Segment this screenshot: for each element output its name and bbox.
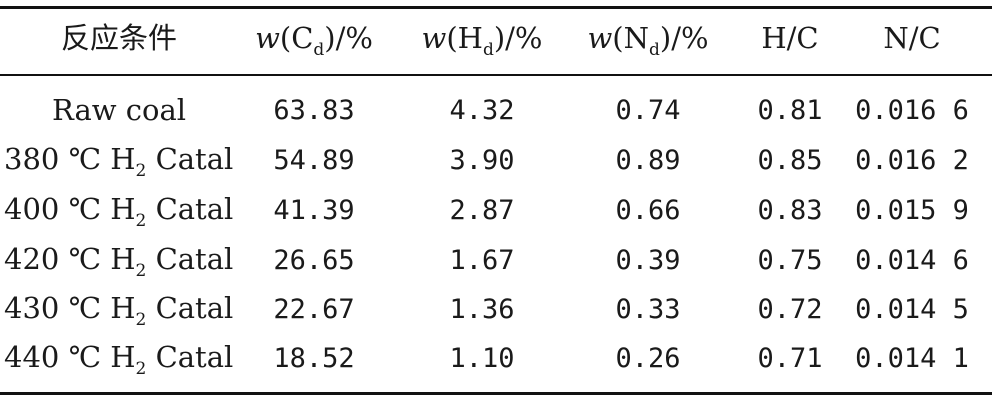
cell-nitrogen: 0.74 xyxy=(615,95,681,126)
row-label-tail: Catal xyxy=(146,142,234,176)
row-label-tail: Catal xyxy=(146,192,234,226)
header-nitrogen-sub: d xyxy=(649,40,660,60)
cell-hc: 0.72 xyxy=(757,294,823,325)
cell-hc: 0.75 xyxy=(757,245,823,276)
header-hydrogen-sub: d xyxy=(482,40,494,60)
header-hydrogen-open: (H xyxy=(446,21,483,55)
row-label-main: 440 ℃ H xyxy=(4,340,136,374)
cell-hc: 0.71 xyxy=(757,343,823,374)
header-carbon-open: (C xyxy=(279,21,314,55)
cell-carbon: 54.89 xyxy=(273,145,355,176)
cell-hc: 0.85 xyxy=(757,145,823,176)
row-label-tail: Catal xyxy=(146,242,234,276)
header-hc: H/C xyxy=(761,21,819,55)
header-carbon-sub: d xyxy=(313,40,325,60)
row-label: Raw coal xyxy=(51,93,187,127)
row-label-main: 420 ℃ H xyxy=(4,242,136,276)
cell-nc: 0.015 9 xyxy=(855,195,969,226)
cell-nc: 0.016 6 xyxy=(855,95,969,126)
row-label: 430 ℃ H2 Catal xyxy=(4,294,233,329)
row-label-tail: Catal xyxy=(146,340,234,374)
cell-nitrogen: 0.33 xyxy=(615,294,681,325)
header-carbon: w(Cd)/% xyxy=(255,24,373,59)
cell-hc: 0.83 xyxy=(757,195,823,226)
header-carbon-close: )/% xyxy=(324,21,373,55)
header-hydrogen: w(Hd)/% xyxy=(422,24,543,59)
header-nc: N/C xyxy=(883,21,941,55)
cell-hydrogen: 3.90 xyxy=(449,145,515,176)
cell-nitrogen: 0.66 xyxy=(615,195,681,226)
row-label-sub: 2 xyxy=(135,161,147,181)
cell-nitrogen: 0.89 xyxy=(615,145,681,176)
top-rule xyxy=(0,6,992,9)
cell-carbon: 18.52 xyxy=(273,343,355,374)
header-nitrogen-symbol: w xyxy=(587,21,613,55)
row-label: 420 ℃ H2 Catal xyxy=(4,245,233,280)
row-label-main: 430 ℃ H xyxy=(4,291,136,325)
cell-nc: 0.014 1 xyxy=(855,343,969,374)
cell-carbon: 41.39 xyxy=(273,195,355,226)
cell-nitrogen: 0.39 xyxy=(615,245,681,276)
cell-hydrogen: 2.87 xyxy=(449,195,515,226)
header-hydrogen-close: )/% xyxy=(493,21,543,55)
cell-carbon: 26.65 xyxy=(273,245,355,276)
row-label-main: 380 ℃ H xyxy=(4,142,136,176)
header-nitrogen-open: (N xyxy=(612,21,649,55)
cell-carbon: 63.83 xyxy=(273,95,355,126)
cell-hc: 0.81 xyxy=(757,95,823,126)
cell-hydrogen: 1.10 xyxy=(449,343,515,374)
header-nitrogen-close: )/% xyxy=(659,21,709,55)
cell-carbon: 22.67 xyxy=(273,294,355,325)
header-condition: 反应条件 xyxy=(60,21,178,55)
cell-nc: 0.016 2 xyxy=(855,145,969,176)
cell-nitrogen: 0.26 xyxy=(615,343,681,374)
bottom-rule xyxy=(0,392,992,395)
row-label-sub: 2 xyxy=(135,310,147,330)
row-label: 440 ℃ H2 Catal xyxy=(4,343,233,378)
header-hydrogen-symbol: w xyxy=(421,21,447,55)
row-label-sub: 2 xyxy=(135,211,147,231)
row-label: 400 ℃ H2 Catal xyxy=(4,195,233,230)
row-label-sub: 2 xyxy=(135,261,147,281)
row-label-tail: Catal xyxy=(146,291,234,325)
row-label-sub: 2 xyxy=(135,359,147,379)
row-label-main: 400 ℃ H xyxy=(4,192,136,226)
cell-hydrogen: 4.32 xyxy=(449,95,515,126)
header-rule xyxy=(0,74,992,76)
cell-nc: 0.014 6 xyxy=(855,245,969,276)
cell-nc: 0.014 5 xyxy=(855,294,969,325)
header-nitrogen: w(Nd)/% xyxy=(587,24,708,59)
cell-hydrogen: 1.36 xyxy=(449,294,515,325)
cell-hydrogen: 1.67 xyxy=(449,245,515,276)
header-carbon-symbol: w xyxy=(255,21,280,55)
row-label: 380 ℃ H2 Catal xyxy=(4,145,233,180)
